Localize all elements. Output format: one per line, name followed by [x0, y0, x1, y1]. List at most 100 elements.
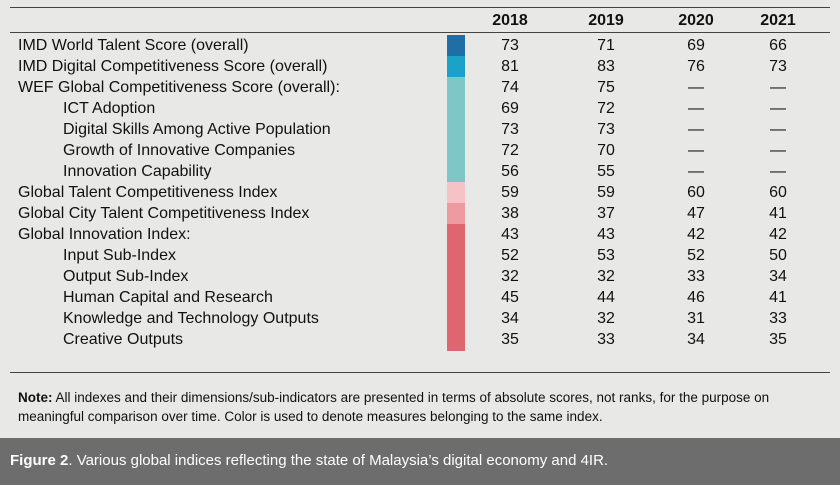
cell: — — [770, 120, 786, 138]
row-label: Output Sub-Index — [63, 268, 189, 286]
cell: 35 — [501, 331, 519, 349]
color-strip — [447, 181, 465, 204]
caption-bar: Figure 2. Various global indices reflect… — [0, 438, 840, 485]
column-header: 2020 — [678, 12, 714, 29]
row-label: Global Talent Competitiveness Index — [18, 183, 278, 201]
cell: 81 — [501, 57, 519, 75]
color-strip — [447, 139, 465, 162]
row-label: Creative Outputs — [63, 331, 184, 349]
column-header: 2021 — [760, 12, 796, 29]
cell: 71 — [597, 36, 615, 54]
cell: — — [770, 141, 786, 159]
cell: 70 — [597, 141, 615, 159]
cell: 53 — [597, 247, 615, 265]
cell: — — [770, 78, 786, 96]
caption-label: Figure 2 — [10, 452, 69, 469]
cell: — — [688, 162, 704, 180]
cell: 45 — [501, 289, 519, 307]
cell: — — [688, 120, 704, 138]
cell: 44 — [597, 289, 615, 307]
cell: 56 — [501, 162, 519, 180]
cell: 32 — [597, 310, 615, 328]
cell: 50 — [769, 247, 787, 265]
caption-text: . Various global indices reflecting the … — [68, 452, 609, 469]
color-strip — [447, 329, 465, 352]
rule — [10, 32, 830, 33]
cell: 76 — [687, 57, 705, 75]
cell: 42 — [769, 226, 787, 244]
cell: 43 — [597, 226, 615, 244]
row-label: Input Sub-Index — [63, 247, 176, 265]
cell: 35 — [769, 331, 787, 349]
cell: 32 — [501, 268, 519, 286]
cell: 66 — [769, 36, 787, 54]
cell: 52 — [501, 247, 519, 265]
cell: 33 — [597, 331, 615, 349]
row-label: IMD Digital Competitiveness Score (overa… — [18, 57, 328, 75]
note: Note: All indexes and their dimensions/s… — [18, 388, 823, 426]
cell: 34 — [769, 268, 787, 286]
cell: 73 — [597, 120, 615, 138]
color-strip — [447, 160, 465, 183]
cell: 43 — [501, 226, 519, 244]
row-label: Global Innovation Index: — [18, 226, 191, 244]
color-strip — [447, 97, 465, 120]
cell: 31 — [687, 310, 705, 328]
cell: 33 — [769, 310, 787, 328]
cell: 41 — [769, 205, 787, 223]
cell: 69 — [687, 36, 705, 54]
cell: 59 — [501, 183, 519, 201]
cell: 73 — [501, 36, 519, 54]
cell: — — [688, 78, 704, 96]
color-strip — [447, 76, 465, 99]
cell: — — [770, 99, 786, 117]
cell: 42 — [687, 226, 705, 244]
rule — [10, 372, 830, 373]
rule — [10, 7, 830, 8]
cell: 52 — [687, 247, 705, 265]
color-strip — [447, 203, 465, 225]
row-label: WEF Global Competitiveness Score (overal… — [18, 78, 340, 96]
color-strip — [447, 118, 465, 141]
cell: — — [688, 141, 704, 159]
color-strip — [447, 55, 465, 78]
cell: 34 — [687, 331, 705, 349]
cell: 55 — [597, 162, 615, 180]
cell: 69 — [501, 99, 519, 117]
row-label: Growth of Innovative Companies — [63, 141, 296, 159]
cell: 75 — [597, 78, 615, 96]
row-label: Innovation Capability — [63, 162, 212, 180]
cell: 41 — [769, 289, 787, 307]
cell: 74 — [501, 78, 519, 96]
row-label: Human Capital and Research — [63, 289, 273, 307]
row-label: Knowledge and Technology Outputs — [63, 310, 319, 328]
cell: 60 — [769, 183, 787, 201]
color-strip — [447, 308, 465, 330]
cell: 37 — [597, 205, 615, 223]
cell: 73 — [501, 120, 519, 138]
cell: 33 — [687, 268, 705, 286]
cell: 47 — [687, 205, 705, 223]
column-header: 2018 — [492, 12, 528, 29]
cell: 60 — [687, 183, 705, 201]
cell: 73 — [769, 57, 787, 75]
color-strip — [447, 266, 465, 288]
color-strip — [447, 245, 465, 267]
row-label: Digital Skills Among Active Population — [63, 120, 331, 138]
caption: Figure 2. Various global indices reflect… — [10, 452, 608, 469]
row-label: Global City Talent Competitiveness Index — [18, 205, 310, 223]
cell: 32 — [597, 268, 615, 286]
cell: 34 — [501, 310, 519, 328]
cell: 46 — [687, 289, 705, 307]
cell: 59 — [597, 183, 615, 201]
row-label: IMD World Talent Score (overall) — [18, 36, 249, 54]
cell: — — [688, 99, 704, 117]
cell: 38 — [501, 205, 519, 223]
cell: 72 — [597, 99, 615, 117]
cell: — — [770, 162, 786, 180]
color-strip — [447, 287, 465, 309]
color-strip — [447, 224, 465, 246]
color-strip — [447, 34, 465, 57]
row-label: ICT Adoption — [63, 99, 156, 117]
